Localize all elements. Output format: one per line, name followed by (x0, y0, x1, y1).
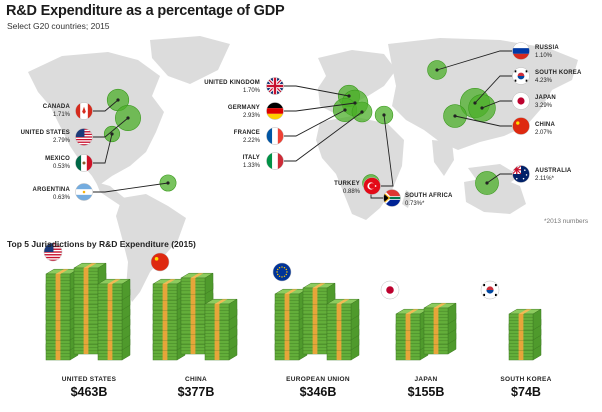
leader-line-russia (436, 50, 512, 71)
label-france: FRANCE 2.22% (233, 130, 260, 144)
canada-flag (75, 102, 93, 120)
australia-flag (512, 165, 530, 183)
money-bundle (508, 308, 542, 331)
pictograph-european-union (272, 262, 360, 361)
leader-dot-argentina (166, 181, 170, 185)
leader-line-layer (93, 50, 512, 199)
leader-line-mexico (93, 133, 113, 164)
label-germany: GERMANY 2.93% (227, 105, 260, 119)
bar-label-china: CHINA $377B (177, 376, 215, 399)
mexico-flag (75, 154, 93, 172)
uk-flag (266, 77, 284, 95)
chart-subtitle: Select G20 countries; 2015 (7, 21, 110, 31)
leader-dot-south-korea (473, 101, 477, 105)
leader-dot-japan (480, 106, 484, 110)
leader-line-united-states (93, 117, 129, 138)
label-canada: CANADA 1.71% (42, 104, 70, 118)
leader-dot-italy (360, 110, 364, 114)
south-africa-flag (383, 189, 401, 207)
leader-line-japan (481, 100, 512, 109)
leader-line-france (284, 109, 346, 137)
japan-flag (380, 280, 400, 300)
leader-line-south-korea (474, 75, 512, 104)
eu-flag (272, 262, 292, 282)
money-bundle (73, 262, 107, 285)
pictograph-united-states (43, 242, 131, 361)
money-bundle (97, 278, 131, 301)
money-pictograph-layer (43, 242, 542, 361)
label-china: CHINA 2.07% (535, 122, 555, 136)
label-mexico: MEXICO 0.53% (45, 156, 70, 170)
label-japan: JAPAN 3.29% (535, 95, 556, 109)
leader-dot-germany (353, 101, 357, 105)
italy-flag (266, 152, 284, 170)
label-argentina: ARGENTINA 0.63% (32, 187, 70, 201)
label-south-korea: SOUTH KOREA 4.23% (535, 70, 582, 84)
argentina-flag (75, 183, 93, 201)
usa-flag (75, 128, 93, 146)
money-bundle (180, 272, 214, 295)
leader-dot-canada (116, 98, 120, 102)
south-korea-flag (512, 67, 530, 85)
money-bundle (302, 282, 336, 305)
footnote: *2013 numbers (544, 218, 589, 225)
label-turkey: TURKEY 0.88% (334, 181, 360, 195)
label-russia: RUSSIA 1.10% (535, 45, 559, 59)
turkey-flag (363, 177, 381, 195)
money-bundle (45, 268, 79, 291)
money-bundle (274, 288, 308, 311)
label-italy: ITALY 1.33% (242, 155, 260, 169)
leader-dot-mexico (110, 132, 114, 136)
bar-label-european-union: EUROPEAN UNION $346B (286, 376, 350, 399)
bar-label-south-korea: SOUTH KOREA $74B (500, 376, 552, 399)
leader-dot-turkey (382, 113, 386, 117)
leader-dot-australia (485, 181, 489, 185)
money-bundle (204, 298, 238, 321)
chart-title: R&D Expenditure as a percentage of GDP (6, 3, 285, 19)
money-bundle (326, 298, 360, 321)
china-flag (150, 252, 170, 272)
leader-dot-russia (435, 68, 439, 72)
usa-flag (43, 242, 63, 262)
label-south-africa: SOUTH AFRICA 0.73%* (405, 193, 453, 207)
money-bundle (395, 308, 429, 331)
label-australia: AUSTRALIA 2.11%* (535, 168, 572, 182)
label-united-kingdom: UNITED KINGDOM 1.70% (204, 80, 260, 94)
leader-line-united-kingdom (284, 85, 350, 97)
japan-flag (512, 92, 530, 110)
money-bundle (423, 302, 457, 325)
label-united-states: UNITED STATES 2.79% (20, 130, 70, 144)
leader-dot-france (343, 108, 347, 112)
leader-line-china (454, 115, 512, 127)
pictograph-south-korea (480, 280, 542, 361)
leader-dot-china (453, 114, 457, 118)
leader-line-canada (93, 99, 119, 112)
leader-line-argentina (93, 182, 169, 193)
leader-line-germany (284, 102, 356, 112)
flag-layer (75, 42, 530, 207)
germany-flag (266, 102, 284, 120)
russia-flag (512, 42, 530, 60)
leader-dot-united-kingdom (347, 94, 351, 98)
pictograph-japan (380, 280, 457, 361)
china-flag (512, 117, 530, 135)
money-bundle (152, 278, 186, 301)
leader-line-turkey (381, 114, 394, 187)
leader-line-italy (284, 111, 363, 162)
world-map (28, 36, 578, 302)
bar-label-united-states: UNITED STATES $463B (61, 376, 117, 399)
leader-line-australia (486, 173, 512, 184)
france-flag (266, 127, 284, 145)
south-korea-flag (480, 280, 500, 300)
pictograph-china (150, 252, 238, 361)
leader-dot-united-states (126, 116, 130, 120)
bar-label-japan: JAPAN $155B (407, 376, 445, 399)
section-title: Top 5 Jurisdictions by R&D Expenditure (… (7, 239, 196, 249)
